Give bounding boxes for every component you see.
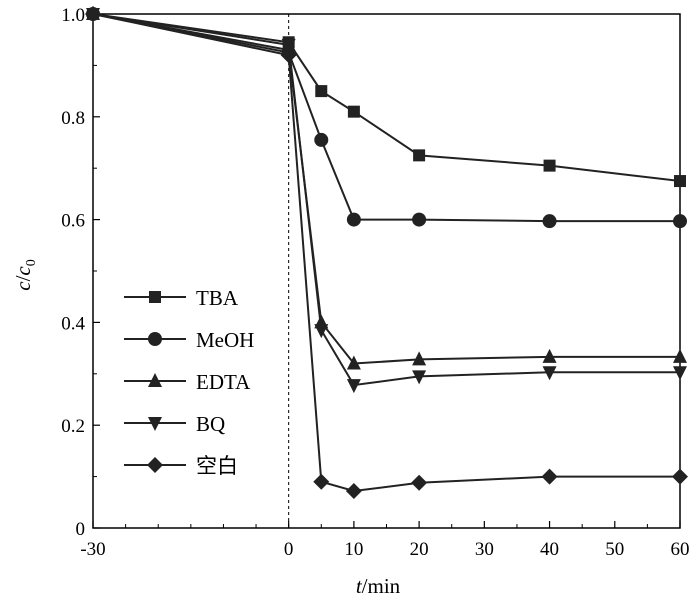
- x-tick-label: 40: [540, 539, 559, 560]
- series-line: [93, 14, 680, 385]
- y-tick-label: 0.8: [61, 108, 85, 129]
- data-point: [544, 160, 556, 172]
- y-axis-title-subscript: 0: [24, 259, 39, 266]
- y-tick-label: 1.0: [61, 5, 85, 26]
- series-diamond: [85, 6, 688, 499]
- y-tick-label: 0.6: [61, 211, 85, 232]
- series-circle: [86, 7, 687, 228]
- x-axis-title: t/min: [356, 574, 401, 598]
- y-axis-title: c/c0: [11, 259, 39, 291]
- legend-label: EDTA: [196, 370, 251, 394]
- x-axis-title-unit: /min: [362, 574, 401, 598]
- legend-item: EDTA: [124, 370, 251, 394]
- x-tick-label: 0: [284, 539, 294, 560]
- series-line: [93, 14, 680, 221]
- legend-label: 空白: [196, 454, 238, 478]
- data-point: [672, 469, 688, 485]
- legend-marker: [149, 291, 161, 303]
- data-point: [314, 324, 328, 338]
- y-tick-label: 0.4: [61, 313, 85, 334]
- legend-label: BQ: [196, 412, 225, 436]
- data-point: [412, 213, 426, 227]
- legend-item: 空白: [124, 454, 238, 478]
- data-point: [347, 379, 361, 393]
- series-line: [93, 14, 680, 181]
- x-tick-label: 30: [475, 539, 494, 560]
- series-triangle-down: [86, 8, 687, 393]
- data-point: [542, 469, 558, 485]
- data-point: [543, 349, 557, 363]
- legend-label: TBA: [196, 286, 239, 310]
- x-tick-label: 60: [671, 539, 690, 560]
- series-triangle-up: [86, 6, 687, 370]
- x-tick-label: 10: [344, 539, 363, 560]
- data-point: [348, 106, 360, 118]
- axis-ticks: [93, 14, 680, 528]
- data-point: [543, 214, 557, 228]
- data-point: [673, 214, 687, 228]
- legend-marker: [147, 457, 163, 473]
- series-line: [93, 14, 680, 491]
- data-point: [673, 349, 687, 363]
- legend-label: MeOH: [196, 328, 254, 352]
- plot-frame: [93, 14, 680, 528]
- x-tick-label: -30: [80, 539, 105, 560]
- legend-item: BQ: [124, 412, 225, 436]
- data-point: [313, 474, 329, 490]
- data-point: [314, 133, 328, 147]
- y-tick-label: 0.2: [61, 416, 85, 437]
- legend-marker: [148, 332, 162, 346]
- data-point: [347, 213, 361, 227]
- series-square: [87, 8, 686, 187]
- series-layer: [85, 6, 688, 499]
- x-tick-label: 50: [605, 539, 624, 560]
- x-tick-label: 20: [410, 539, 429, 560]
- legend: TBA MeOH EDTA BQ 空白: [124, 286, 254, 478]
- legend-item: MeOH: [124, 328, 254, 352]
- data-point: [315, 85, 327, 97]
- data-point: [674, 175, 686, 187]
- legend-item: TBA: [124, 286, 239, 310]
- data-point: [411, 475, 427, 491]
- series-line: [93, 14, 680, 364]
- data-point: [346, 483, 362, 499]
- data-point: [413, 149, 425, 161]
- plot-border: [93, 14, 680, 528]
- y-tick-label: 0: [76, 519, 86, 540]
